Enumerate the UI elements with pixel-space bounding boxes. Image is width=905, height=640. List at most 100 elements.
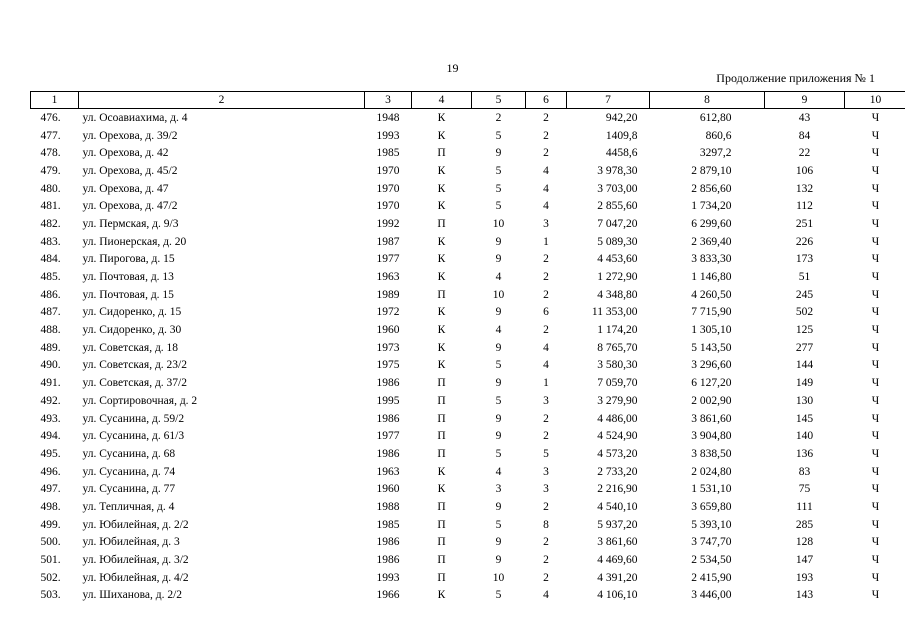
cell-category: Ч <box>871 430 880 443</box>
cell-residents: 149 <box>795 377 814 390</box>
cell-entrances: 4 <box>543 341 549 354</box>
cell-category: Ч <box>871 217 880 230</box>
table-row: 481. ул. Орехова, д. 47/2 1970 К 5 4 2 855,60 1… <box>31 197 905 215</box>
cell-living-area: 5 393,10 <box>691 518 732 531</box>
cell-year-built: 1948 <box>376 111 400 124</box>
cell-wall-material: П <box>437 377 446 390</box>
cell-year-built: 1985 <box>376 518 400 531</box>
table-row: 503. ул. Шиханова, д. 2/2 1966 К 5 4 4 106,10 3… <box>31 587 905 605</box>
cell-entrances: 2 <box>543 288 549 301</box>
cell-floors: 2 <box>495 111 502 124</box>
cell-address: ул. Сидоренко, д. 15 <box>82 306 182 319</box>
cell-residents: 245 <box>795 288 814 301</box>
cell-residents: 130 <box>795 394 814 407</box>
cell-wall-material: К <box>437 129 446 142</box>
cell-total-area: 3 978,30 <box>597 164 638 177</box>
cell-total-area: 5 089,30 <box>597 235 638 248</box>
cell-total-area: 7 047,20 <box>597 217 638 230</box>
housing-table: 1 2 3 4 5 6 7 8 9 10 476. ул. Осоавиахима… <box>30 91 905 604</box>
cell-address: ул. Юбилейная, д. 2/2 <box>82 518 189 531</box>
cell-category: Ч <box>871 394 880 407</box>
cell-total-area: 8 765,70 <box>597 341 638 354</box>
cell-total-area: 4 540,10 <box>597 500 638 513</box>
cell-living-area: 1 734,20 <box>691 200 732 213</box>
cell-total-area: 4 348,80 <box>597 288 638 301</box>
cell-residents: 111 <box>796 500 813 513</box>
table-header: 1 2 3 4 5 6 7 8 9 10 <box>30 91 905 109</box>
table-row: 497. ул. Сусанина, д. 77 1960 К 3 3 2 216,90 1 … <box>31 480 905 498</box>
cell-living-area: 2 369,40 <box>691 235 732 248</box>
cell-residents: 125 <box>795 324 814 337</box>
cell-wall-material: П <box>437 288 446 301</box>
cell-wall-material: П <box>437 571 446 584</box>
cell-address: ул. Почтовая, д. 13 <box>82 271 174 284</box>
cell-row-number: 501. <box>40 554 61 567</box>
cell-total-area: 1409,8 <box>605 129 638 142</box>
cell-living-area: 1 146,80 <box>691 271 732 284</box>
table-row: 486. ул. Почтовая, д. 15 1989 П 10 2 4 348,80 4… <box>31 286 905 304</box>
cell-entrances: 4 <box>543 589 549 602</box>
cell-address: ул. Сусанина, д. 59/2 <box>82 412 185 425</box>
cell-year-built: 1977 <box>376 253 400 266</box>
table-body: 476. ул. Осоавиахима, д. 4 1948 К 2 2 942,20 61… <box>31 109 905 605</box>
table-row: 480. ул. Орехова, д. 47 1970 К 5 4 3 703,00 2 8… <box>31 180 905 198</box>
cell-address: ул. Шиханова, д. 2/2 <box>82 589 183 602</box>
cell-living-area: 2 534,50 <box>691 554 732 567</box>
table-row: 484. ул. Пирогова, д. 15 1977 К 9 2 4 453,60 3 … <box>31 251 905 269</box>
cell-floors: 5 <box>495 182 502 195</box>
cell-row-number: 485. <box>40 271 61 284</box>
cell-entrances: 2 <box>543 271 549 284</box>
cell-residents: 51 <box>798 271 811 284</box>
cell-total-area: 1 272,90 <box>597 271 638 284</box>
cell-entrances: 3 <box>543 483 549 496</box>
cell-entrances: 2 <box>543 129 549 142</box>
cell-wall-material: К <box>437 200 446 213</box>
cell-wall-material: К <box>437 253 446 266</box>
cell-floors: 4 <box>495 271 502 284</box>
cell-wall-material: П <box>437 447 446 460</box>
cell-living-area: 3 296,60 <box>691 359 732 372</box>
cell-wall-material: К <box>437 271 446 284</box>
table-row: 499. ул. Юбилейная, д. 2/2 1985 П 5 8 5 937,20… <box>31 516 905 534</box>
table-row: 501. ул. Юбилейная, д. 3/2 1986 П 9 2 4 469,60… <box>31 551 905 569</box>
cell-year-built: 1995 <box>376 394 400 407</box>
cell-residents: 173 <box>795 253 814 266</box>
cell-wall-material: К <box>437 465 446 478</box>
cell-wall-material: К <box>437 324 446 337</box>
cell-year-built: 1975 <box>376 359 400 372</box>
cell-floors: 9 <box>495 536 502 549</box>
cell-category: Ч <box>871 271 880 284</box>
cell-address: ул. Сусанина, д. 74 <box>82 465 176 478</box>
cell-row-number: 492. <box>40 394 61 407</box>
cell-total-area: 3 580,30 <box>597 359 638 372</box>
cell-residents: 132 <box>795 182 814 195</box>
table-row: 494. ул. Сусанина, д. 61/3 1977 П 9 2 4 524,90… <box>31 427 905 445</box>
cell-category: Ч <box>871 483 880 496</box>
column-header: 9 <box>764 91 845 109</box>
cell-residents: 193 <box>795 571 814 584</box>
cell-address: ул. Сусанина, д. 68 <box>82 447 176 460</box>
table-row: 491. ул. Советская, д. 37/2 1986 П 9 1 7 059,7… <box>31 374 905 392</box>
cell-row-number: 490. <box>40 359 61 372</box>
cell-address: ул. Орехова, д. 45/2 <box>82 164 178 177</box>
cell-year-built: 1963 <box>376 271 400 284</box>
cell-category: Ч <box>871 554 880 567</box>
cell-floors: 9 <box>495 147 502 160</box>
cell-year-built: 1986 <box>376 554 400 567</box>
cell-floors: 9 <box>495 377 502 390</box>
cell-address: ул. Сидоренко, д. 30 <box>82 324 182 337</box>
cell-residents: 502 <box>795 306 814 319</box>
column-header: 5 <box>471 91 526 109</box>
cell-entrances: 4 <box>543 182 549 195</box>
cell-entrances: 2 <box>543 253 549 266</box>
cell-entrances: 3 <box>543 465 549 478</box>
cell-entrances: 1 <box>543 377 549 390</box>
cell-address: ул. Юбилейная, д. 3 <box>82 536 180 549</box>
cell-entrances: 2 <box>543 111 549 124</box>
cell-category: Ч <box>871 235 880 248</box>
cell-wall-material: К <box>437 589 446 602</box>
column-header: 7 <box>566 91 650 109</box>
cell-category: Ч <box>871 253 880 266</box>
cell-row-number: 493. <box>40 412 61 425</box>
cell-total-area: 4 486,00 <box>597 412 638 425</box>
